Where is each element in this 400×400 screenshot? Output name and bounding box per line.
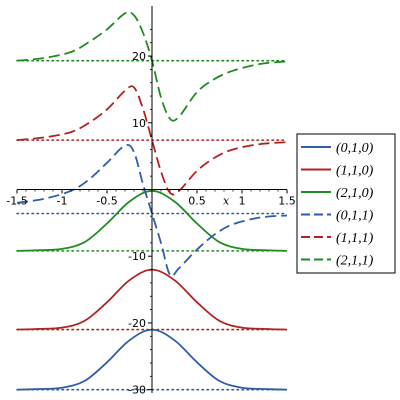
x-tick-label: 1	[239, 194, 246, 207]
legend-entry: (1,1,1)	[336, 231, 374, 246]
x-axis-label: x	[223, 194, 230, 207]
legend-box	[296, 133, 396, 274]
y-tick-label: 10	[132, 117, 146, 130]
x-tick-label: -1.5	[6, 194, 27, 207]
x-tick-label: 1.5	[278, 194, 296, 207]
legend-entry: (0,1,0)	[336, 141, 374, 156]
legend-entry: (0,1,1)	[336, 209, 374, 224]
x-tick-label: 0.5	[188, 194, 206, 207]
x-ticks: -1.5 -1 -0.5 0.5 1 1.5	[6, 189, 296, 207]
legend-entry: (2,1,0)	[336, 186, 374, 201]
legend: (0,1,0) (1,1,0) (2,1,0) (0,1,1) (1,1,1) (2,1,…	[296, 133, 396, 274]
y-tick-label: 20	[132, 50, 146, 63]
x-tick-label: -0.5	[96, 194, 117, 207]
x-tick-label: -1	[57, 194, 68, 207]
series-line-4	[16, 143, 288, 278]
legend-entry: (1,1,0)	[336, 164, 374, 179]
legend-entry: (2,1,1)	[336, 254, 374, 269]
y-ticks: 20 10 -10 -20 -30	[128, 28, 152, 397]
y-tick-label: -20	[128, 317, 146, 330]
series-line-5	[16, 85, 288, 196]
y-tick-label: -30	[128, 384, 146, 397]
y-tick-label: -10	[128, 250, 146, 263]
